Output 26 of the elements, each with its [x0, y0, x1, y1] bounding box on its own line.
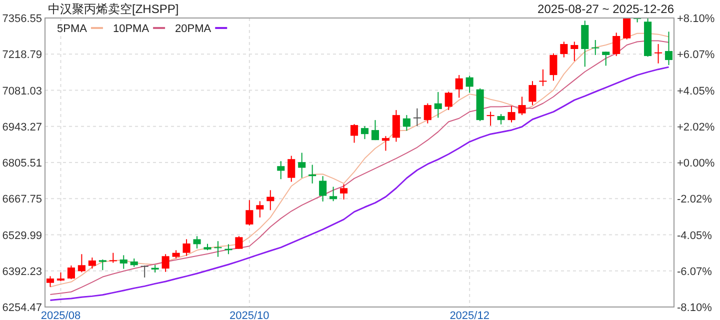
y2-tick-label: +2.02%	[677, 121, 715, 134]
y-tick-label: 6667.75	[2, 194, 42, 206]
y2-tick-label: -8.10%	[677, 302, 712, 314]
y2-tick-label: +4.05%	[677, 85, 715, 98]
legend-label: 5PMA	[57, 23, 88, 35]
x-tick-label: 2025/12	[450, 310, 490, 320]
y-tick-label: 6805.51	[2, 158, 42, 170]
legend-label: 20PMA	[175, 23, 212, 35]
y-tick-label: 6254.47	[2, 302, 42, 314]
y2-tick-label: -2.02%	[677, 194, 712, 206]
y-tick-label: 6943.27	[2, 121, 42, 134]
y-tick-label: 7218.79	[2, 49, 42, 62]
y2-tick-label: -6.07%	[677, 266, 712, 278]
y2-tick-label: +8.10%	[677, 13, 715, 25]
x-tick-label: 2025/08	[40, 310, 81, 320]
y-tick-label: 7081.03	[2, 85, 42, 98]
y-tick-label: 6529.99	[2, 230, 42, 242]
chart-title: 中汉聚丙烯卖空[ZHSPP]	[48, 2, 179, 16]
chart-subtitle: 2025-08-27 ~ 2025-12-26	[538, 2, 674, 16]
y2-tick-label: -4.05%	[677, 230, 712, 242]
x-tick-label: 2025/10	[230, 310, 270, 320]
y2-tick-label: +0.00%	[677, 158, 715, 170]
y-tick-label: 7356.55	[2, 13, 42, 25]
y-tick-label: 6392.23	[2, 266, 42, 278]
y2-tick-label: +6.07%	[677, 49, 715, 62]
legend-label: 10PMA	[112, 23, 150, 35]
